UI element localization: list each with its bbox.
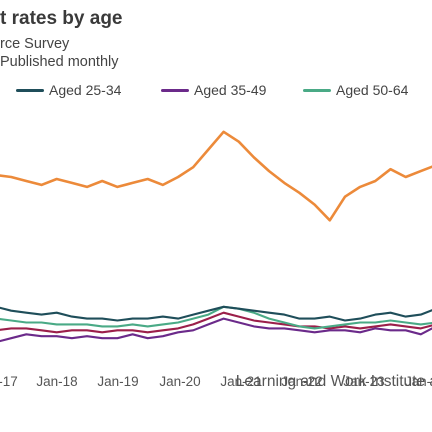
x-tick-label: -17 xyxy=(0,374,18,389)
series-line-series-0 xyxy=(0,130,432,222)
chart-series-layer xyxy=(0,130,432,343)
series-line-aged-35-49 xyxy=(0,317,432,343)
legend-label-aged-35-49: Aged 35-49 xyxy=(194,82,267,98)
chart-source: Learning and Work Institute a xyxy=(235,373,432,390)
chart-note: Published monthly xyxy=(0,54,119,70)
x-tick-label: Jan- xyxy=(405,374,431,389)
legend-item-aged-25-34: Aged 25-34 xyxy=(16,80,121,100)
series-line-aged-50-64 xyxy=(0,305,432,330)
chart-legend: Aged 25-34 Aged 35-49 Aged 50-64 xyxy=(16,80,432,100)
x-tick-label: Jan-23 xyxy=(343,374,384,389)
x-tick-label: Jan-19 xyxy=(97,374,138,389)
legend-item-aged-35-49: Aged 35-49 xyxy=(161,80,266,100)
legend-label-aged-25-34: Aged 25-34 xyxy=(49,82,122,98)
chart-subtitle: rce Survey xyxy=(0,36,70,52)
x-tick-label: Jan-18 xyxy=(36,374,77,389)
x-tick-label: Jan-20 xyxy=(159,374,200,389)
legend-swatch-aged-25-34 xyxy=(16,88,44,92)
legend-swatch-aged-50-64 xyxy=(303,88,331,92)
legend-swatch-aged-35-49 xyxy=(161,88,189,92)
series-line-series-4 xyxy=(0,311,432,334)
x-axis-tick-layer: -17 Jan-18 Jan-19 Jan-20 Jan-21 Jan-22 Jan-23 J… xyxy=(0,374,431,389)
x-tick-label: Jan-22 xyxy=(281,374,322,389)
legend-item-aged-50-64: Aged 50-64 xyxy=(303,80,408,100)
chart-title: t rates by age xyxy=(0,8,123,29)
x-tick-label: Jan-21 xyxy=(220,374,261,389)
series-line-aged-25-34 xyxy=(0,305,432,322)
legend-label-aged-50-64: Aged 50-64 xyxy=(336,82,409,98)
